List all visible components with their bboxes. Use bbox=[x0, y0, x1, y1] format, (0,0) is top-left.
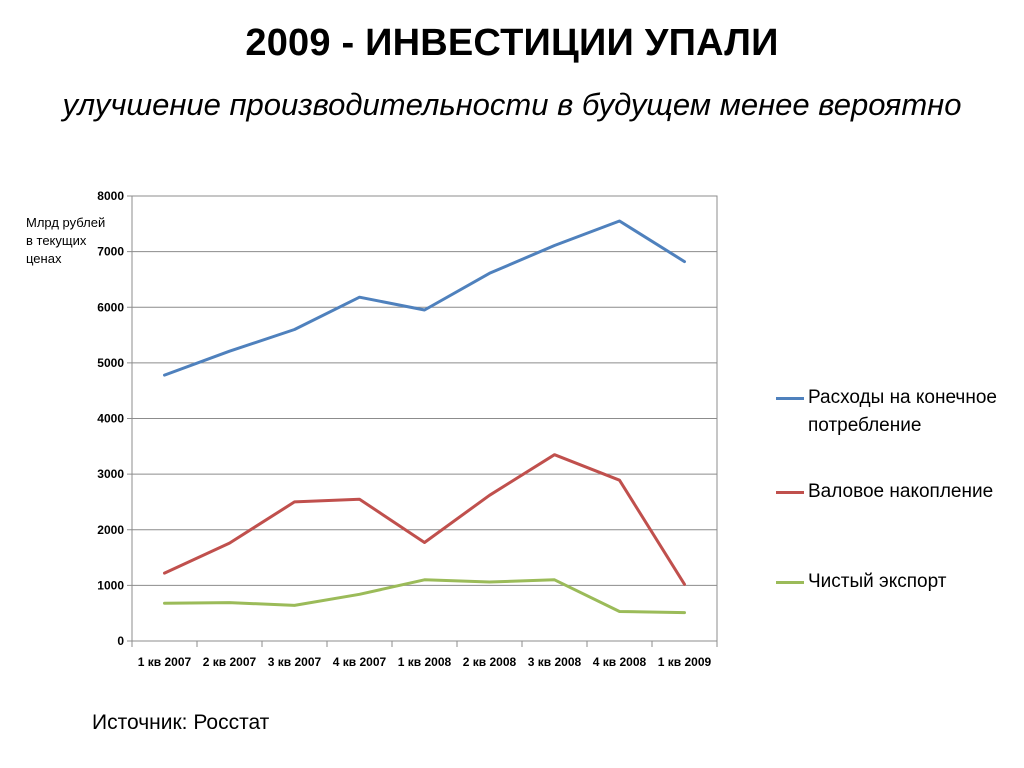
y-tick-label-4000: 4000 bbox=[97, 412, 124, 426]
legend-swatch-accumulation bbox=[776, 491, 804, 494]
x-tick-label-4: 1 кв 2008 bbox=[398, 655, 452, 669]
x-tick-label-8: 1 кв 2009 bbox=[658, 655, 712, 669]
series-line-1 bbox=[163, 453, 686, 586]
y-tick-label-0: 0 bbox=[117, 634, 124, 648]
y-tick-label-3000: 3000 bbox=[97, 467, 124, 481]
y-axis-label: Млрд рублей в текущих ценах bbox=[26, 215, 106, 266]
x-tick-label-1: 2 кв 2007 bbox=[203, 655, 257, 669]
y-tick-label-5000: 5000 bbox=[97, 356, 124, 370]
y-tick-label-2000: 2000 bbox=[97, 523, 124, 537]
y-tick-label-7000: 7000 bbox=[97, 245, 124, 259]
series-line-2 bbox=[163, 578, 686, 615]
x-tick-label-0: 1 кв 2007 bbox=[138, 655, 192, 669]
legend-item-export: Чистый экспорт bbox=[776, 568, 946, 596]
x-tick-label-3: 4 кв 2007 bbox=[333, 655, 387, 669]
legend-swatch-consumption bbox=[776, 397, 804, 400]
y-tick-label-6000: 6000 bbox=[97, 300, 124, 314]
page-title: 2009 - ИНВЕСТИЦИИ УПАЛИ bbox=[245, 22, 779, 64]
legend-label-export: Чистый экспорт bbox=[808, 571, 947, 592]
legend-label-consumption: Расходы на конечное потребление bbox=[808, 387, 997, 436]
x-tick-label-7: 4 кв 2008 bbox=[593, 655, 647, 669]
legend-label-accumulation: Валовое накопление bbox=[808, 481, 994, 502]
x-tick-label-5: 2 кв 2008 bbox=[463, 655, 517, 669]
x-tick-label-2: 3 кв 2007 bbox=[268, 655, 322, 669]
x-tick-label-6: 3 кв 2008 bbox=[528, 655, 582, 669]
legend-item-accumulation: Валовое накопление bbox=[776, 478, 993, 506]
legend-item-consumption: Расходы на конечное потребление bbox=[776, 384, 1016, 440]
source-note: Источник: Росстат bbox=[92, 711, 270, 734]
y-tick-label-1000: 1000 bbox=[97, 578, 124, 592]
page-subtitle: улучшение производительности в будущем м… bbox=[62, 87, 962, 122]
legend-swatch-export bbox=[776, 581, 804, 584]
series-line-0 bbox=[163, 219, 686, 377]
y-tick-label-8000: 8000 bbox=[97, 189, 124, 203]
